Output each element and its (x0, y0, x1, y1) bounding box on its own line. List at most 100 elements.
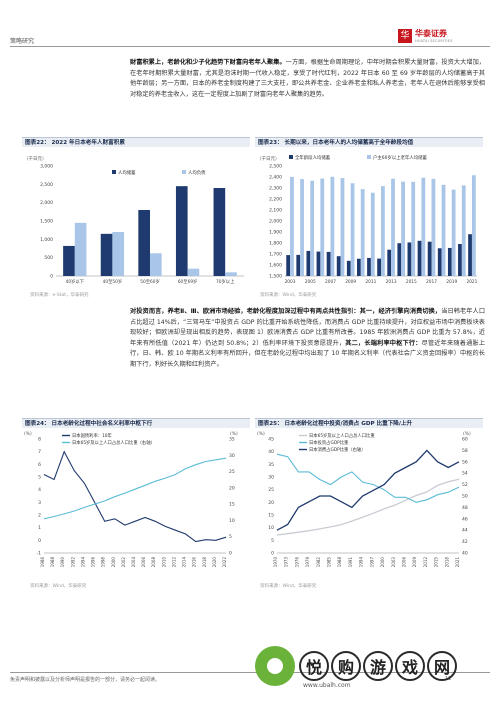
bar-secondary (421, 177, 426, 276)
right-tick-label: 20 (229, 485, 235, 491)
legend-swatch (182, 170, 186, 174)
y-tick-label: 2,000 (269, 219, 282, 225)
figure22-title: 图表22： 2022 年日本老年人财富积累 (22, 137, 250, 147)
left-tick-label: 3 (38, 500, 41, 506)
right-axis-unit: (%) (230, 431, 238, 437)
bar-secondary (150, 253, 162, 276)
bar-primary (316, 251, 321, 276)
figure22-chart: （千日元） 0 500 1,000 1,500 2,000 2,500 3,000 40岁以下 4… (24, 155, 244, 285)
legend-swatch (112, 170, 116, 174)
left-tick-label: 30 (268, 475, 274, 481)
legend-swatch (289, 155, 293, 159)
x-tick-label: 1985 (327, 557, 332, 568)
right-tick-label: 25 (229, 469, 235, 475)
right-tick-label: 30 (229, 453, 235, 459)
left-tick-label: 25 (268, 487, 274, 493)
y-tick-label: 1,600 (269, 263, 282, 269)
x-tick-label: 1994 (80, 557, 85, 568)
bar-secondary (411, 181, 416, 276)
x-tick-label: 2005 (305, 279, 316, 285)
x-tick-label: 2022 (222, 557, 227, 568)
x-tick-label: 2021 (466, 279, 477, 285)
y-tick-label: 2,100 (269, 208, 282, 214)
x-tick-label: 2013 (386, 279, 397, 285)
right-tick-label: 44 (462, 528, 468, 534)
x-tick-label: 2007 (325, 279, 336, 285)
x-tick-label: 2009 (412, 557, 417, 568)
y-tick-label: 2,200 (269, 197, 282, 203)
right-tick-label: 60 (462, 437, 468, 443)
left-tick-label: 15 (268, 513, 274, 519)
left-tick-label: 40 (268, 449, 274, 455)
x-tick-label: 40至50岁 (103, 278, 123, 285)
x-tick-label: 2012 (171, 557, 176, 568)
legend-label: 人均储蓄 (118, 169, 136, 176)
bar-primary (437, 248, 442, 276)
series-line (43, 450, 227, 543)
paragraph-investment: 对投资而言，养老Ⅱ、Ⅲ、欧洲市场经验，老龄化程度加深过程中有两点共性指引：其一，… (130, 307, 485, 403)
brand-name-en: HUATAI SECURITIES (415, 39, 453, 43)
bar-primary (387, 249, 392, 276)
y-tick-label: 2,400 (269, 175, 282, 181)
bar-secondary (370, 192, 375, 276)
legend-label: 日本投资占GDP比重 (309, 439, 349, 446)
x-tick-label: 1970 (273, 557, 278, 568)
paragraph-investment-body1: 当日韩老年人口占比超过 14%后，“三驾马车”中投资占 GDP 的比重开始系统性… (130, 308, 485, 347)
right-tick-label: 58 (462, 448, 468, 454)
x-tick-label: 2002 (121, 557, 126, 568)
x-tick-label: 1986 (40, 557, 45, 568)
bar-primary (468, 234, 472, 276)
bar-secondary (441, 184, 446, 276)
bar-secondary (112, 232, 125, 276)
figure24-chart: (%) (%) -1 0 1 2 3 4 5 6 7 8 0 5 10 15 20 25 30 35 1986 1988 1… (24, 431, 238, 568)
bar-primary (296, 254, 301, 276)
right-tick-label: 50 (462, 494, 468, 500)
bar-primary (447, 247, 452, 276)
legend-label: 全年龄段人均储蓄 (295, 154, 331, 161)
bar-primary (377, 258, 381, 276)
left-tick-label: 4 (38, 487, 41, 493)
header-rule (10, 46, 490, 47)
y-tick-label: 1,800 (269, 241, 282, 247)
series-line (276, 449, 460, 531)
bar-secondary (300, 179, 304, 276)
y-tick-label: 1,500 (269, 274, 282, 280)
footer-rule (10, 672, 490, 673)
right-tick-label: 46 (462, 516, 468, 522)
x-tick-label: 2017 (426, 279, 437, 285)
right-tick-label: 54 (462, 471, 468, 477)
x-tick-label: 2008 (151, 557, 156, 568)
watermark-url: www.ubalh.com (303, 682, 351, 689)
right-tick-label: 42 (462, 539, 468, 545)
figure25-chart: (%) (%) 0 5 10 15 20 25 30 35 40 45 40 42 44 46 48 50 52 54… (257, 431, 471, 568)
x-tick-label: 2006 (141, 557, 146, 568)
left-tick-label: 5 (38, 475, 41, 481)
figure23-source: 资料来源：Wind，华泰研究 (260, 293, 317, 298)
bar-secondary (381, 186, 385, 276)
right-tick-label: 48 (462, 505, 468, 511)
figure23-title: 图表23： 长期以来，日本老年人的人均储蓄高于全年龄段均值 (255, 137, 483, 147)
legend-label: 日本65岁及以上人口占总人口比重 (309, 432, 375, 439)
y-tick-label: 2,500 (40, 182, 53, 188)
bar-secondary (471, 175, 476, 276)
x-tick-label: 2000 (111, 557, 116, 568)
bar-primary (397, 243, 402, 276)
watermark-char: 戏 (395, 651, 425, 681)
y-tick-label: 2,500 (269, 164, 282, 170)
watermark-logo-icon (255, 646, 295, 686)
footer-disclaimer: 免责声明和披露以及分析师声明是报告的一部分，请务必一起阅读。 (10, 677, 161, 683)
paragraph-wealth-body: 一方面，根据生命周期理论，中年时期会积累大量财富，投资大大增加，在老年时期积累大… (130, 59, 485, 98)
brand-name: 华泰证券 (415, 29, 447, 38)
bar-secondary (225, 272, 237, 276)
y-axis-unit: （千日元） (24, 155, 47, 162)
x-tick-label: 40岁以下 (66, 278, 85, 285)
paragraph-wealth: 财富积累上，老龄化和少子化趋势下财富向老年人聚集。一方面，根据生命周期理论，中年… (130, 58, 485, 124)
x-tick-label: 2011 (365, 279, 376, 285)
x-tick-label: 1973 (284, 557, 289, 568)
right-tick-label: 10 (229, 518, 235, 524)
bar-primary (407, 242, 412, 276)
series-line (276, 453, 460, 503)
x-tick-label: 70岁以上 (216, 278, 235, 285)
brand: 华 华泰证券 HUATAI SECURITIES (398, 28, 453, 43)
x-tick-label: 1991 (348, 557, 353, 568)
